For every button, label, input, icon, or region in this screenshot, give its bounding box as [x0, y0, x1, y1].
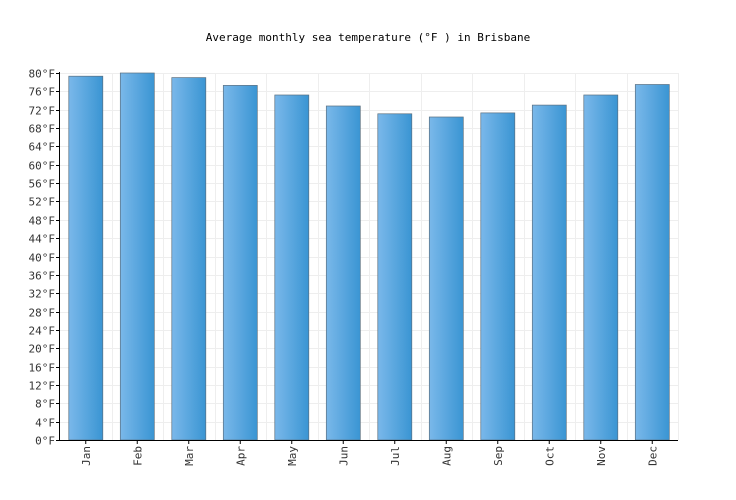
y-tick-label: 12°F [29, 380, 56, 393]
y-tick-label: 28°F [29, 307, 56, 320]
x-tick-label: Dec [646, 446, 659, 466]
y-tick-label: 64°F [29, 141, 56, 154]
x-tick-label: Apr [234, 446, 247, 466]
y-tick-label: 76°F [29, 86, 56, 99]
x-tick-label: Mar [183, 446, 196, 466]
bar-apr [222, 85, 258, 441]
y-tick-label: 56°F [29, 178, 56, 191]
x-tick-label: Nov [595, 446, 608, 466]
y-tick-label: 60°F [29, 160, 56, 173]
bar-jun [325, 105, 361, 441]
bar-oct [531, 104, 567, 441]
y-tick-label: 20°F [29, 343, 56, 356]
y-tick-label: 44°F [29, 233, 56, 246]
x-tick-label: Feb [131, 446, 144, 466]
y-tick-label: 32°F [29, 288, 56, 301]
x-tick-label: Jun [337, 446, 350, 466]
y-tick-label: 40°F [29, 252, 56, 265]
bar-sep [480, 112, 516, 441]
x-tick-label: Jan [80, 446, 93, 466]
y-tick-label: 68°F [29, 123, 56, 136]
chart-title: Average monthly sea temperature (°F ) in… [206, 31, 531, 44]
y-tick-label: 24°F [29, 325, 56, 338]
y-tick-label: 4°F [35, 417, 55, 430]
bar-feb [119, 72, 155, 441]
bars [68, 72, 670, 441]
bar-may [274, 94, 310, 441]
y-tick-label: 72°F [29, 105, 56, 118]
x-tick-label: Oct [543, 446, 556, 466]
y-axis-ticks: 0°F 4°F 8°F 12°F 16°F 20°F 24°F 28°F 32°F 36°F 40°… [29, 68, 60, 448]
x-tick-label: Jul [389, 446, 402, 466]
x-tick-label: Aug [440, 446, 453, 466]
x-tick-label: May [286, 446, 299, 466]
grid-lines [60, 73, 679, 440]
y-tick-label: 0°F [35, 435, 55, 448]
bar-jan [68, 75, 104, 441]
bar-dec [634, 84, 670, 441]
y-tick-label: 52°F [29, 196, 56, 209]
y-tick-label: 16°F [29, 362, 56, 375]
y-tick-label: 8°F [35, 398, 55, 411]
bar-mar [171, 77, 207, 441]
y-tick-label: 80°F [29, 68, 56, 81]
bar-jul [377, 113, 413, 441]
y-tick-label: 48°F [29, 215, 56, 228]
bar-aug [428, 116, 464, 441]
x-axis-ticks: Jan Feb Mar Apr May Jun Jul Aug Sep Oct Nov Dec [80, 440, 659, 466]
y-tick-label: 36°F [29, 270, 56, 283]
x-tick-label: Sep [492, 446, 505, 466]
bar-nov [583, 94, 619, 441]
